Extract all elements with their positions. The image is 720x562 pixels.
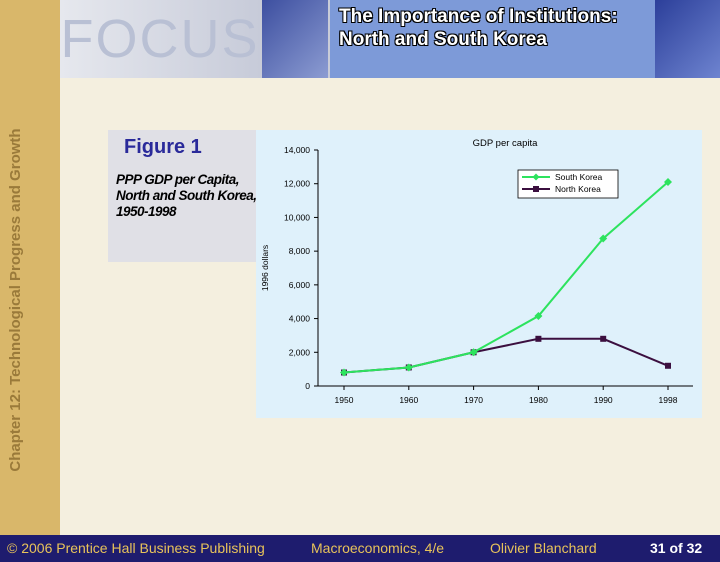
legend-marker-north-korea [533,186,539,192]
south-korea-point [340,368,348,377]
legend-label-south-korea: South Korea [555,172,603,182]
y-tick-label: 6,000 [289,280,311,290]
y-tick-label: 14,000 [284,145,310,155]
south-korea-point [534,312,543,321]
south-korea-point [599,234,608,243]
header-image [262,0,328,78]
sidebar: Chapter 12: Technological Progress and G… [0,0,60,535]
focus-logo: FOCUS [60,0,260,78]
footer-book: Macroeconomics, 4/e [311,540,445,556]
y-tick-label: 0 [305,381,310,391]
axes: 0 2,000 4,000 6,000 8,000 10,000 12,000 14,000 1… [284,145,693,405]
page-number: 31 of 32 [650,540,703,556]
footer-author: Olivier Blanchard [490,540,597,556]
y-tick-label: 10,000 [284,212,310,222]
chapter-title: Chapter 12: Technological Progress and G… [7,128,24,472]
south-korea-point [469,348,478,357]
north-korea-line [343,337,669,374]
legend-box [517,169,619,199]
legend: South Korea North Korea [517,169,619,199]
y-tick-label: 8,000 [289,246,311,256]
figure-label: Figure 1 [124,136,202,158]
x-tick-label: 1970 [464,395,483,405]
north-korea-point [665,362,671,369]
footer-copyright: © 2006 Prentice Hall Business Publishing [7,540,265,556]
gdp-chart: GDP per capita 1996 dollars 0 2,000 4,000 6… [260,138,693,405]
y-axis-label: 1996 dollars [260,245,270,291]
x-tick-label: 1998 [659,395,678,405]
legend-marker-south-korea [532,173,540,181]
south-korea-point [404,363,413,372]
figure-caption: PPP GDP per Capita, North and South Kore… [116,172,257,219]
x-tick-label: 1950 [335,395,354,405]
title-box [330,0,655,78]
x-tick-label: 1960 [399,395,418,405]
plot-panel [256,130,702,418]
x-tick-label: 1980 [529,395,548,405]
x-tick-label: 1990 [594,395,613,405]
y-tick-label: 4,000 [289,314,311,324]
south-korea-line [343,181,669,374]
series-group [340,178,672,377]
chart-title: GDP per capita [473,138,538,149]
slide-title: The Importance of Institutions: North an… [339,6,618,50]
corner-image [655,0,720,78]
y-tick-label: 2,000 [289,347,311,357]
figure-caption-box [108,130,256,262]
south-korea-point [664,178,672,187]
y-tick-label: 12,000 [284,179,310,189]
footer: © 2006 Prentice Hall Business Publishing… [0,535,720,562]
legend-label-north-korea: North Korea [555,184,601,194]
north-korea-point [600,335,607,342]
north-korea-point [535,335,542,342]
